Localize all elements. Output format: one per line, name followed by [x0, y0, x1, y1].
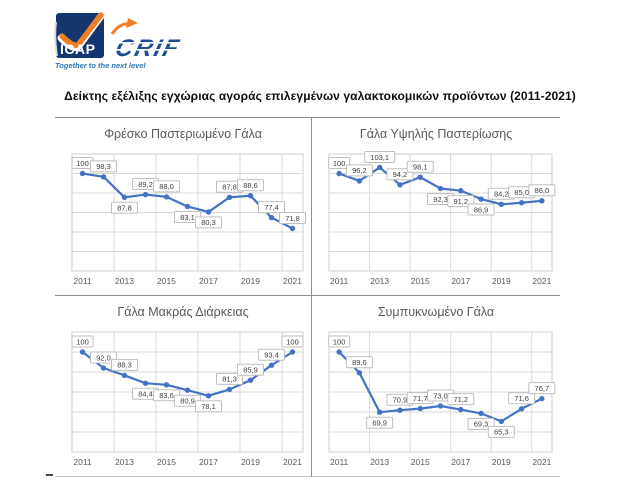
chart-title: Συμπυκνωμένο Γάλα — [377, 305, 495, 319]
svg-text:98,1: 98,1 — [413, 163, 428, 172]
svg-text:88,3: 88,3 — [117, 361, 132, 370]
svg-text:2017: 2017 — [199, 457, 218, 467]
svg-text:2019: 2019 — [492, 457, 511, 467]
table-border-bottom — [55, 476, 560, 477]
svg-text:89,6: 89,6 — [352, 358, 367, 367]
svg-text:94,2: 94,2 — [393, 170, 408, 179]
svg-text:2019: 2019 — [241, 276, 260, 286]
svg-text:65,3: 65,3 — [494, 428, 509, 437]
svg-text:2015: 2015 — [157, 457, 176, 467]
svg-text:100: 100 — [286, 337, 299, 346]
svg-text:2015: 2015 — [157, 276, 176, 286]
svg-text:100: 100 — [333, 159, 346, 168]
svg-text:96,2: 96,2 — [352, 166, 367, 175]
svg-text:2011: 2011 — [330, 457, 349, 467]
svg-text:2013: 2013 — [115, 276, 134, 286]
svg-text:71,2: 71,2 — [453, 395, 468, 404]
svg-text:71,7: 71,7 — [413, 394, 428, 403]
icap-crif-logo: ICAP CRIF Together to the next level — [54, 12, 190, 70]
svg-text:85,0: 85,0 — [514, 188, 529, 197]
svg-text:2017: 2017 — [199, 276, 218, 286]
chart-title: Γάλα Υψηλής Παστερίωσης — [359, 127, 513, 141]
chart-title: Γάλα Μακράς Διάρκειας — [117, 305, 249, 319]
svg-text:98,3: 98,3 — [96, 162, 111, 171]
svg-text:2013: 2013 — [370, 276, 389, 286]
svg-text:69,3: 69,3 — [474, 420, 489, 429]
svg-text:100: 100 — [76, 159, 89, 168]
svg-text:80,9: 80,9 — [180, 397, 195, 406]
svg-text:84,4: 84,4 — [138, 390, 153, 399]
chart-title: Φρέσκο Παστεριωμένο Γάλα — [104, 127, 262, 141]
svg-text:93,4: 93,4 — [264, 351, 279, 360]
svg-text:2011: 2011 — [73, 457, 92, 467]
svg-text:2019: 2019 — [241, 457, 260, 467]
svg-text:103,1: 103,1 — [370, 153, 389, 162]
line-chart-long-life-milk: 100 92,0 88,3 84,4 83,6 80,9 78,1 81,3 85,9 93,4 1… — [71, 331, 304, 467]
icap-logo-mark: ICAP — [54, 12, 105, 58]
chart-cell-high-pasteurization-milk: Γάλα Υψηλής Παστερίωσης 100 96,2 103,1 94,2… — [312, 118, 560, 295]
svg-text:73,0: 73,0 — [433, 391, 448, 400]
svg-text:83,6: 83,6 — [159, 391, 174, 400]
svg-text:92,0: 92,0 — [96, 353, 111, 362]
svg-text:81,3: 81,3 — [222, 375, 237, 384]
svg-text:78,1: 78,1 — [201, 402, 216, 411]
chart-cell-long-life-milk: Γάλα Μακράς Διάρκειας 100 92,0 88,3 84,4 83,… — [55, 296, 311, 476]
svg-text:77,4: 77,4 — [264, 203, 279, 212]
svg-text:88,0: 88,0 — [159, 182, 174, 191]
svg-text:71,6: 71,6 — [514, 394, 529, 403]
charts-table: Φρέσκο Παστεριωμένο Γάλα 100 98,3 87,8 89,2… — [55, 117, 560, 477]
svg-text:70,9: 70,9 — [393, 396, 408, 405]
svg-text:100: 100 — [333, 337, 346, 346]
svg-text:2011: 2011 — [330, 276, 349, 286]
svg-text:87,8: 87,8 — [117, 204, 132, 213]
svg-text:2015: 2015 — [411, 276, 430, 286]
chart-cell-condensed-milk: Συμπυκνωμένο Γάλα 100 89,6 69,9 70,9 71,7 73,… — [312, 296, 560, 476]
svg-text:86,0: 86,0 — [535, 186, 550, 195]
svg-text:92,3: 92,3 — [433, 195, 448, 204]
svg-text:2013: 2013 — [115, 457, 134, 467]
svg-text:80,3: 80,3 — [201, 218, 216, 227]
svg-text:100: 100 — [76, 337, 89, 346]
svg-text:2017: 2017 — [451, 457, 470, 467]
page-title: Δείκτης εξέλιξης εγχώριας αγοράς επιλεγμ… — [64, 89, 576, 103]
svg-text:2019: 2019 — [492, 276, 511, 286]
svg-text:69,9: 69,9 — [372, 419, 387, 428]
svg-text:86,9: 86,9 — [474, 205, 489, 214]
icap-wordmark: ICAP — [60, 41, 95, 57]
svg-text:2021: 2021 — [283, 276, 302, 286]
cutoff-text-fragment — [46, 474, 53, 476]
svg-text:CRIF: CRIF — [113, 35, 184, 62]
svg-text:2021: 2021 — [532, 457, 551, 467]
svg-text:76,7: 76,7 — [535, 384, 550, 393]
svg-text:2021: 2021 — [532, 276, 551, 286]
svg-text:84,2: 84,2 — [494, 190, 509, 199]
line-chart-condensed-milk: 100 89,6 69,9 70,9 71,7 73,0 71,2 69,3 65,3 71,6 7… — [328, 331, 556, 467]
svg-text:2015: 2015 — [411, 457, 430, 467]
logo-tagline: Together to the next level — [55, 61, 146, 70]
svg-text:2017: 2017 — [451, 276, 470, 286]
svg-text:2011: 2011 — [73, 276, 92, 286]
svg-text:89,2: 89,2 — [138, 180, 153, 189]
svg-text:2013: 2013 — [370, 457, 389, 467]
svg-text:88,6: 88,6 — [243, 181, 258, 190]
svg-text:87,8: 87,8 — [222, 183, 237, 192]
svg-text:85,9: 85,9 — [243, 366, 258, 375]
table-border-top — [55, 117, 560, 118]
svg-text:2021: 2021 — [283, 457, 302, 467]
chart-cell-fresh-pasteurized-milk: Φρέσκο Παστεριωμένο Γάλα 100 98,3 87,8 89,2… — [55, 118, 311, 295]
svg-text:71,8: 71,8 — [285, 214, 300, 223]
crif-swoosh-icon — [110, 18, 138, 35]
line-chart-fresh-pasteurized-milk: 100 98,3 87,8 89,2 88,0 83,1 80,3 87,8 88,6 77,4 7… — [71, 153, 306, 286]
crif-wordmark: CRIF — [113, 35, 190, 62]
svg-text:91,2: 91,2 — [453, 197, 468, 206]
svg-text:83,1: 83,1 — [180, 213, 195, 222]
table-border-middle-horizontal — [55, 295, 560, 296]
table-border-middle-vertical — [311, 117, 312, 477]
